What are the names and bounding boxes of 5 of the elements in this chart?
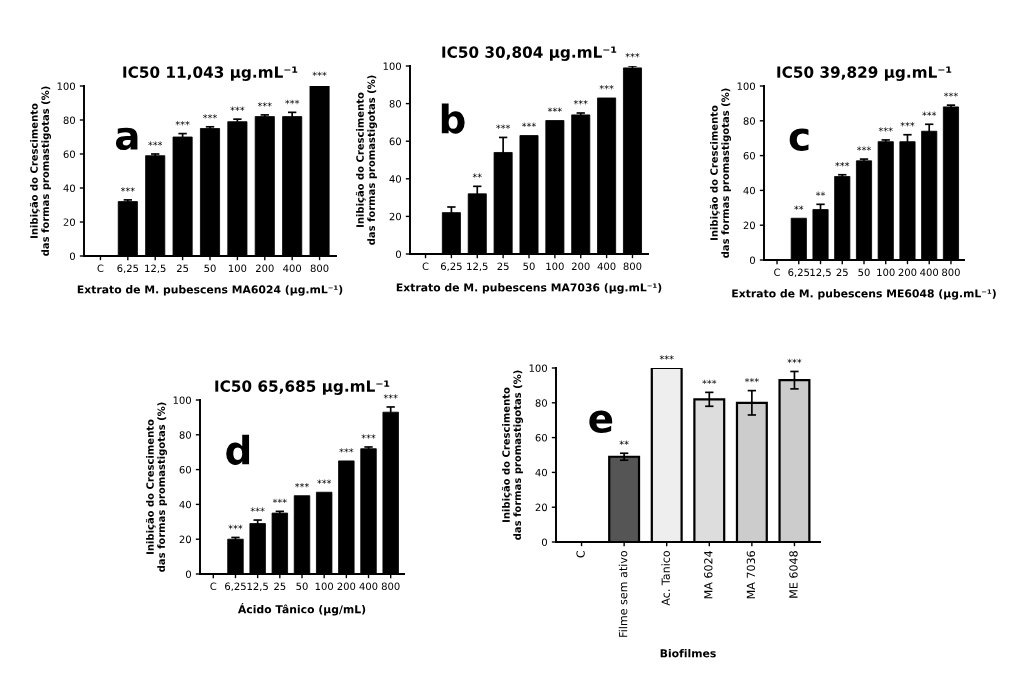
- annotation: b: [441, 103, 465, 134]
- annotation: c: [789, 128, 809, 151]
- annotation: d: [226, 434, 250, 465]
- annotation: a: [115, 127, 138, 151]
- annotation: e: [589, 410, 613, 433]
